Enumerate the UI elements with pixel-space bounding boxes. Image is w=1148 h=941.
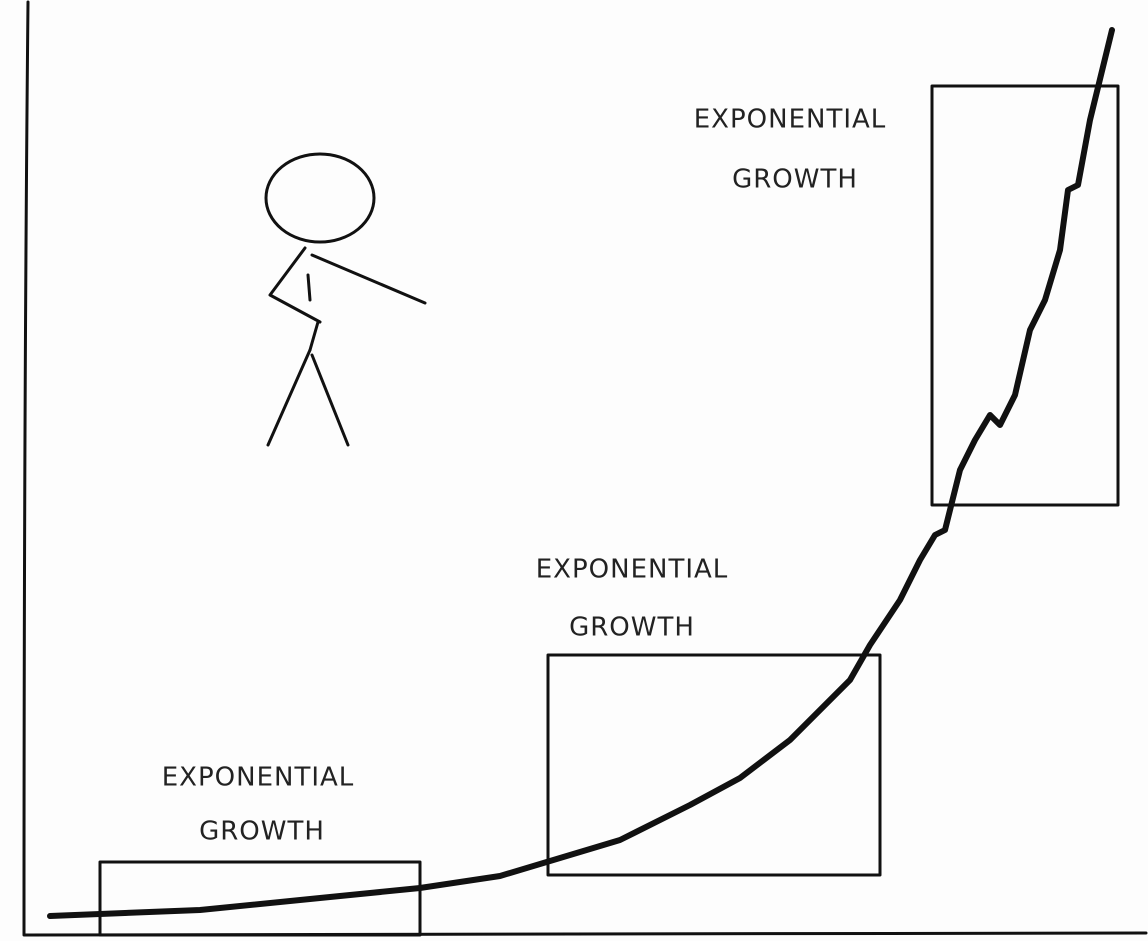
background [0, 0, 1148, 941]
annotation-line: EXPONENTIAL [162, 763, 355, 793]
comic: EXPONENTIAL GROWTH EXPONENTIAL GROWTH EX… [0, 0, 1148, 941]
annotation-line: EXPONENTIAL [536, 555, 729, 585]
annotation-line: GROWTH [569, 613, 695, 643]
annotation-line: GROWTH [732, 165, 858, 195]
annotation-line: EXPONENTIAL [694, 105, 887, 135]
annotation-line: GROWTH [199, 817, 325, 847]
